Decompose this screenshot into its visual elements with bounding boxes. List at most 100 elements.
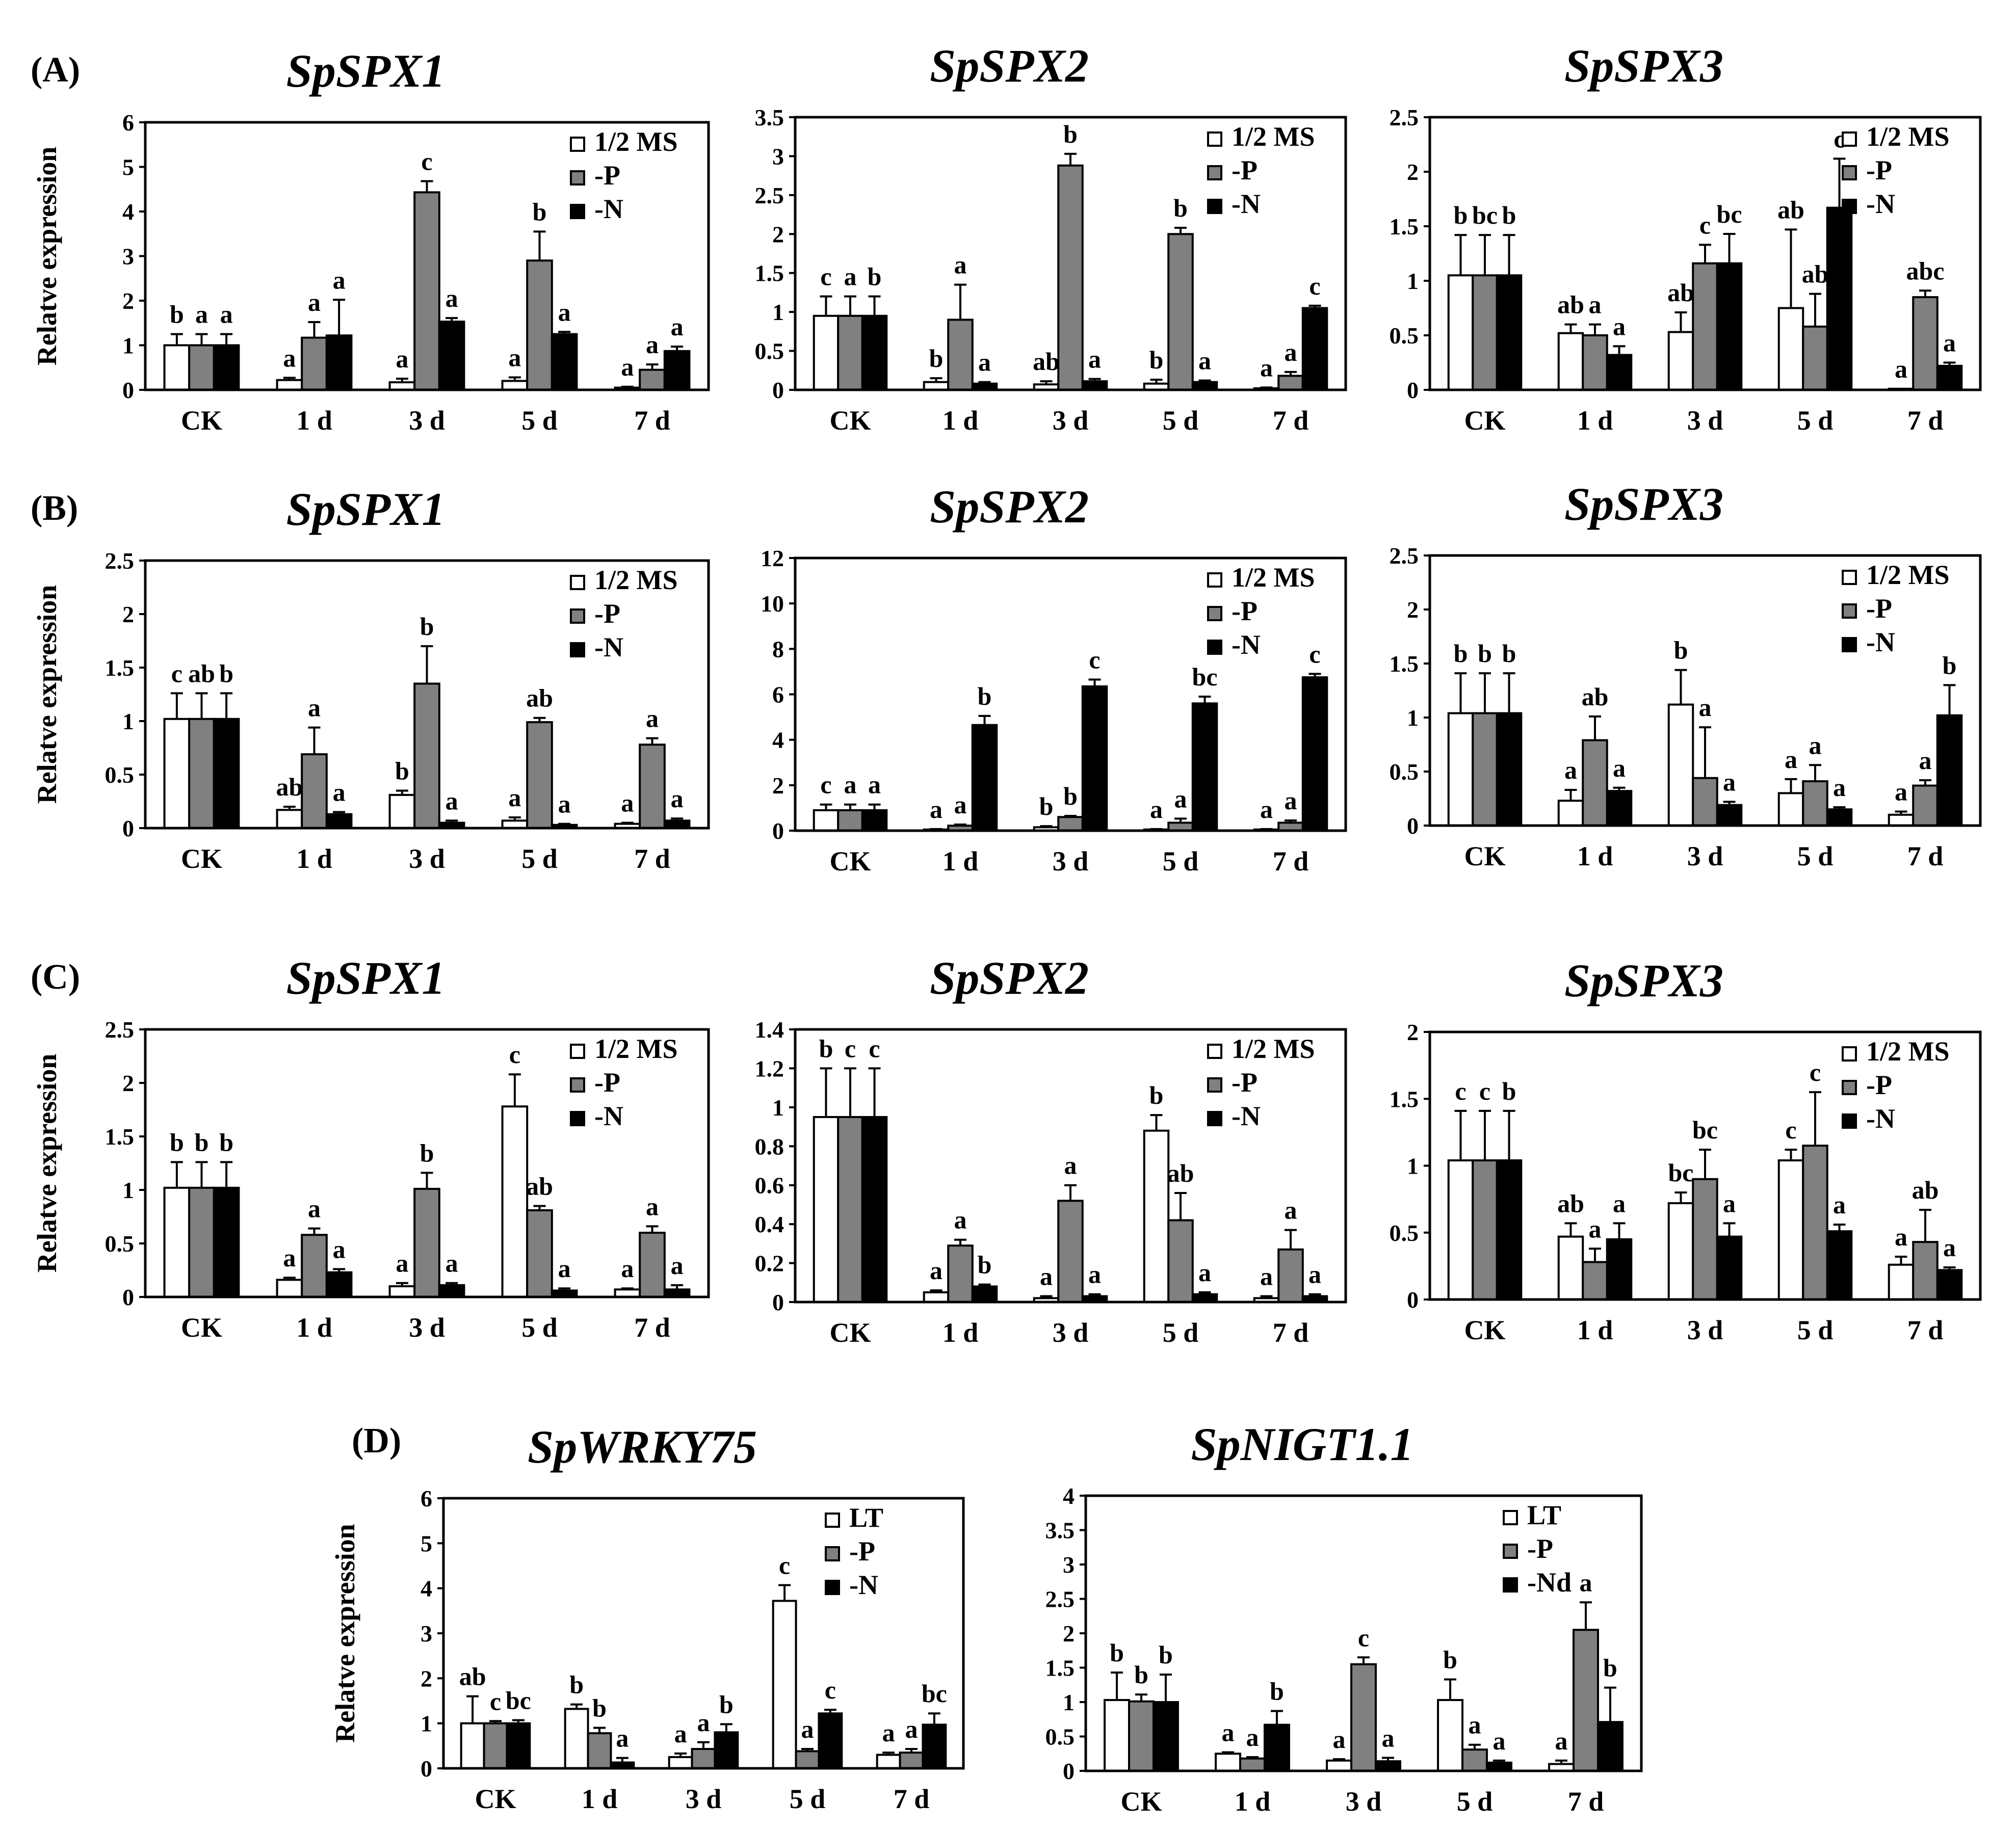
legend-swatch [570,137,585,152]
significance-letter: a [844,262,857,291]
bar [1582,334,1608,391]
significance-letter: b [219,1128,233,1156]
bar [1143,1129,1170,1304]
y-tick-label: 1.5 [1390,651,1419,677]
bar [483,1722,508,1770]
y-tick-label: 0 [122,377,134,403]
significance-letter: a [558,790,571,818]
significance-letter: b [929,344,944,373]
chart-title: SpSPX1 [286,483,446,535]
legend-swatch [1207,606,1222,621]
significance-letter: b [1674,636,1688,665]
significance-letter: a [844,771,857,799]
category-label: 5 d [790,1784,826,1814]
bar [1374,1760,1401,1772]
bar [813,314,840,391]
category-label: 5 d [1797,1315,1834,1345]
significance-letter: b [1173,194,1188,222]
bar [213,718,240,830]
bar [301,336,328,391]
y-tick-label: 4 [772,727,784,753]
significance-letter: a [1699,693,1712,722]
significance-letter: a [1919,746,1932,775]
bar [1277,1248,1304,1304]
significance-letter: a [396,344,408,373]
y-tick-label: 1 [1407,268,1419,294]
significance-letter: b [1502,1077,1516,1105]
legend-entry: -P [1527,1533,1553,1564]
significance-letter: a [697,1708,710,1737]
y-tick-label: 0 [1407,813,1419,839]
bar [818,1712,843,1770]
significance-letter: c [779,1551,790,1579]
category-label: 5 d [521,843,558,874]
legend-swatch [1503,1544,1518,1559]
significance-letter: bc [1192,662,1218,691]
bar [388,1285,416,1298]
bar [1936,364,1963,391]
category-label: 7 d [894,1784,930,1814]
legend-swatch [570,575,585,590]
significance-letter: bc [1717,200,1742,228]
significance-letter: bc [1692,1116,1718,1144]
bar [213,344,240,391]
category-label: CK [1464,405,1506,436]
bar [1777,792,1804,827]
significance-letter: a [671,1251,684,1280]
y-tick-label: 12 [761,545,784,571]
legend-swatch [1842,1080,1857,1095]
legend-entry: 1/2 MS [1866,1036,1950,1067]
significance-letter: a [1613,1189,1626,1217]
bar [1277,375,1304,391]
bar [1596,1721,1624,1772]
significance-letter: a [558,1254,571,1283]
significance-letter: a [1198,1258,1211,1287]
category-label: 3 d [1053,1317,1089,1348]
chart-title: SpSPX2 [930,481,1089,533]
y-tick-label: 0.2 [755,1251,784,1277]
significance-letter: a [621,789,634,817]
y-tick-label: 0.5 [105,762,135,788]
significance-letter: a [308,694,321,722]
bar [1472,1159,1498,1301]
significance-letter: c [490,1687,501,1715]
significance-letter: b [195,1128,209,1156]
bar [438,321,465,391]
legend-entry: -P [594,160,620,191]
bar [1447,1159,1474,1301]
significance-letter: b [1478,639,1492,668]
y-tick-label: 1.2 [755,1055,784,1081]
legend-entry: 1/2 MS [1232,562,1315,593]
bar [1239,1757,1266,1772]
significance-letter: a [1895,355,1907,383]
significance-letter: b [420,1138,434,1167]
significance-letter: b [1063,120,1078,148]
y-tick-label: 2 [122,1070,134,1096]
significance-letter: a [1198,347,1211,375]
chart-title: SpSPX3 [1564,478,1723,530]
bar [1301,676,1328,832]
significance-letter: c [1785,1116,1796,1144]
category-label: 5 d [1797,841,1834,871]
significance-letter: b [170,1128,184,1156]
bar [276,379,303,391]
bar [971,1285,998,1303]
legend-entry: -P [594,1067,620,1098]
significance-letter: a [1589,290,1602,319]
bar [301,753,328,829]
significance-letter: a [446,284,458,312]
significance-letter: a [1260,353,1273,382]
bar [1802,325,1828,391]
legend-swatch [570,1044,585,1059]
category-label: 1 d [942,405,979,436]
significance-letter: c [869,1034,880,1063]
category-label: 1 d [942,1317,979,1348]
bar [1461,1748,1488,1772]
category-label: 1 d [1577,1315,1613,1345]
bar [163,718,191,830]
bar [795,1750,820,1770]
significance-letter: b [1149,346,1164,374]
